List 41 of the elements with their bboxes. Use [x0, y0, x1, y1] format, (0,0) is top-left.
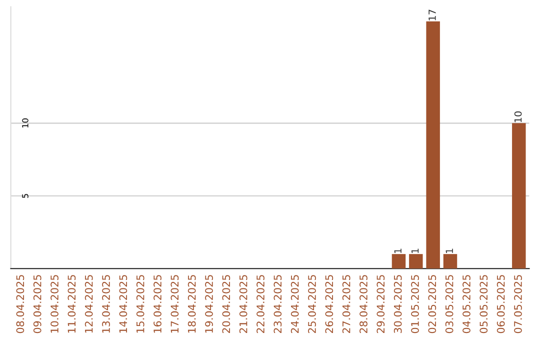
- x-tick-label: 23.04.2025: [274, 275, 282, 334]
- x-tick-label: 18.04.2025: [188, 275, 196, 333]
- x-tick-label: 30.04.2025: [394, 275, 402, 334]
- x-tick-label: 19.04.2025: [205, 275, 213, 333]
- x-tick-label: 13.04.2025: [102, 275, 110, 333]
- x-tick-label: 09.04.2025: [33, 275, 42, 334]
- x-tick-label: 04.05.2025: [462, 275, 470, 334]
- data-label: 10: [514, 111, 522, 122]
- x-tick-label: 20.04.2025: [222, 275, 230, 334]
- x-tick-label: 07.05.2025: [514, 275, 522, 334]
- bar: [426, 21, 440, 269]
- x-tick-label: 03.05.2025: [445, 275, 454, 334]
- data-label: 17: [428, 10, 436, 20]
- x-tick-label: 27.04.2025: [342, 275, 350, 334]
- x-tick-label: 29.04.2025: [376, 275, 385, 334]
- bar: [409, 254, 423, 269]
- x-tick-label: 05.05.2025: [480, 275, 488, 334]
- x-tick-label: 28.04.2025: [360, 275, 368, 334]
- x-tick-label: 25.04.2025: [308, 275, 316, 334]
- bar: [512, 123, 526, 269]
- y-tick-label: 5: [22, 194, 28, 198]
- data-label: 1: [394, 248, 402, 253]
- x-tick-label: 14.04.2025: [119, 275, 128, 333]
- x-tick-label: 06.05.2025: [496, 275, 505, 334]
- x-tick-label: 10.04.2025: [50, 275, 58, 333]
- x-tick-label: 24.04.2025: [290, 275, 299, 334]
- bar: [392, 254, 406, 269]
- x-tick-label: 22.04.2025: [256, 275, 264, 334]
- data-label: 1: [412, 248, 419, 253]
- x-tick-label: 08.04.2025: [16, 275, 24, 334]
- x-tick-label: 17.04.2025: [170, 275, 179, 333]
- x-tick-label: 11.04.2025: [68, 275, 76, 333]
- data-label: 1: [446, 248, 453, 253]
- x-tick-label: 21.04.2025: [239, 275, 248, 334]
- x-tick-label: 15.04.2025: [136, 275, 144, 333]
- x-tick-label: 02.05.2025: [428, 275, 436, 334]
- x-tick-label: 16.04.2025: [154, 275, 162, 333]
- bar: [443, 254, 458, 269]
- x-tick-label: 01.05.2025: [411, 275, 419, 334]
- x-tick-label: 12.04.2025: [84, 275, 93, 333]
- x-tick-label: 26.04.2025: [325, 275, 334, 334]
